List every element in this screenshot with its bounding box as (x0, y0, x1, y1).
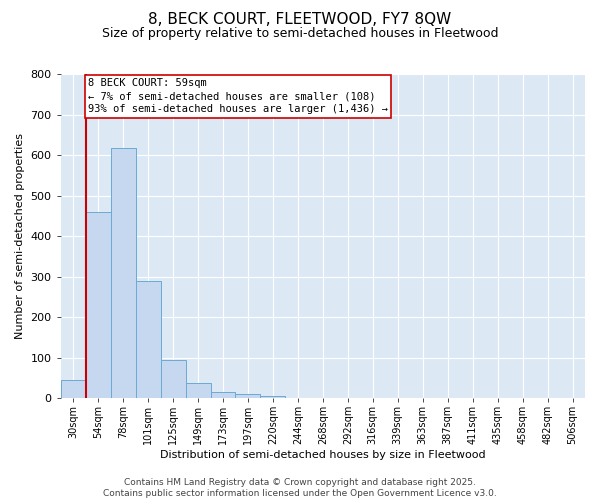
Bar (61, 380, 86, 398)
Bar (211, 392, 235, 398)
Text: 8 BECK COURT: 59sqm
← 7% of semi-detached houses are smaller (108)
93% of semi-d: 8 BECK COURT: 59sqm ← 7% of semi-detache… (88, 78, 388, 114)
Bar (136, 280, 161, 398)
Y-axis label: Number of semi-detached properties: Number of semi-detached properties (15, 133, 25, 339)
Bar (110, 148, 136, 398)
Bar (185, 383, 211, 398)
Text: Contains HM Land Registry data © Crown copyright and database right 2025.
Contai: Contains HM Land Registry data © Crown c… (103, 478, 497, 498)
Text: Size of property relative to semi-detached houses in Fleetwood: Size of property relative to semi-detach… (102, 28, 498, 40)
Bar (260, 396, 286, 398)
Bar (235, 394, 260, 398)
X-axis label: Distribution of semi-detached houses by size in Fleetwood: Distribution of semi-detached houses by … (160, 450, 485, 460)
Text: 8, BECK COURT, FLEETWOOD, FY7 8QW: 8, BECK COURT, FLEETWOOD, FY7 8QW (148, 12, 452, 28)
Bar (161, 360, 185, 398)
Bar (86, 212, 110, 398)
